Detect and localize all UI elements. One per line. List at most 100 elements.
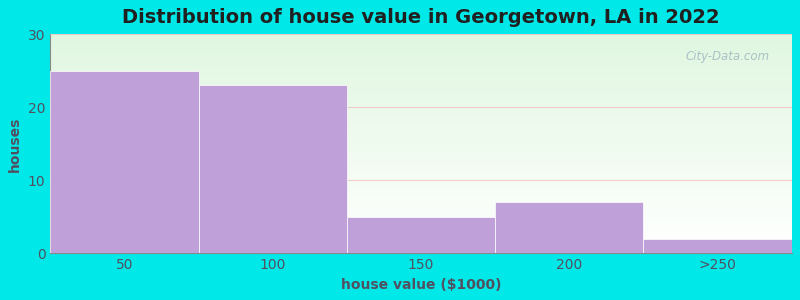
Bar xyxy=(50,224,792,225)
Bar xyxy=(50,59,792,60)
Bar xyxy=(50,145,792,146)
Bar xyxy=(50,60,792,61)
Bar xyxy=(50,183,792,184)
Bar xyxy=(50,221,792,222)
Bar xyxy=(50,203,792,204)
Bar xyxy=(50,34,792,35)
Bar xyxy=(50,146,792,147)
Bar xyxy=(50,114,792,115)
Bar xyxy=(50,142,792,143)
Bar xyxy=(50,227,792,228)
Bar xyxy=(50,208,792,209)
Bar xyxy=(50,237,792,238)
Bar xyxy=(50,174,792,175)
Bar xyxy=(50,88,792,89)
Bar xyxy=(50,180,792,181)
Bar xyxy=(50,101,792,102)
Bar xyxy=(50,147,792,148)
Bar xyxy=(50,159,792,160)
Title: Distribution of house value in Georgetown, LA in 2022: Distribution of house value in Georgetow… xyxy=(122,8,720,27)
Bar xyxy=(50,82,792,83)
Bar xyxy=(50,49,792,50)
Bar xyxy=(50,249,792,250)
Bar xyxy=(50,126,792,127)
Bar xyxy=(50,95,792,96)
Bar xyxy=(50,48,792,49)
Bar xyxy=(50,120,792,121)
Bar xyxy=(50,222,792,223)
Bar xyxy=(50,61,792,62)
Bar xyxy=(50,46,792,47)
Bar xyxy=(50,154,792,155)
Bar xyxy=(50,210,792,211)
Bar xyxy=(50,112,792,113)
Bar xyxy=(50,233,792,234)
Bar xyxy=(50,85,792,86)
Bar xyxy=(50,43,792,44)
Bar xyxy=(50,93,792,94)
Bar xyxy=(50,242,792,243)
Bar xyxy=(50,188,792,189)
Bar xyxy=(50,148,792,149)
Bar xyxy=(50,182,792,183)
Bar xyxy=(50,178,792,179)
Bar xyxy=(50,181,792,182)
X-axis label: house value ($1000): house value ($1000) xyxy=(341,278,502,292)
Bar xyxy=(50,40,792,41)
Bar xyxy=(50,239,792,240)
Bar xyxy=(50,39,792,40)
Bar xyxy=(50,52,792,53)
Bar xyxy=(50,201,792,202)
Bar xyxy=(50,184,792,185)
Bar xyxy=(50,102,792,103)
Bar xyxy=(50,215,792,216)
Bar xyxy=(50,223,792,224)
Bar xyxy=(50,42,792,43)
Bar xyxy=(50,225,792,226)
Bar xyxy=(50,238,792,239)
Bar xyxy=(50,187,792,188)
Bar xyxy=(50,113,792,114)
Bar xyxy=(50,128,792,129)
Bar xyxy=(50,218,792,219)
Bar xyxy=(50,78,792,79)
Bar xyxy=(50,66,792,67)
Bar xyxy=(50,185,792,186)
Bar xyxy=(50,73,792,74)
Bar xyxy=(50,106,792,107)
Bar xyxy=(50,51,792,52)
Bar xyxy=(50,251,792,252)
Bar xyxy=(50,150,792,151)
Bar xyxy=(50,244,792,245)
Bar xyxy=(50,199,792,200)
Bar xyxy=(50,97,792,98)
Bar xyxy=(50,118,792,119)
Bar xyxy=(50,172,792,173)
Bar xyxy=(50,160,792,161)
Bar xyxy=(50,140,792,141)
Bar xyxy=(50,156,792,157)
Bar xyxy=(50,153,792,154)
Bar xyxy=(50,37,792,38)
Bar xyxy=(50,123,792,124)
Bar xyxy=(50,132,792,133)
Bar xyxy=(50,248,792,249)
Bar xyxy=(50,169,792,170)
Bar xyxy=(50,216,792,217)
Bar xyxy=(50,81,792,82)
Bar xyxy=(50,207,792,208)
Bar xyxy=(50,205,792,206)
Bar xyxy=(50,228,792,229)
Bar xyxy=(50,96,792,97)
Bar xyxy=(50,169,792,170)
Bar xyxy=(50,69,792,70)
Bar xyxy=(50,131,792,132)
Bar xyxy=(50,65,792,66)
Bar xyxy=(50,129,792,130)
Bar xyxy=(50,99,792,100)
Bar xyxy=(50,57,792,58)
Bar xyxy=(347,217,495,253)
Bar xyxy=(50,89,792,90)
Bar xyxy=(50,202,792,203)
Bar xyxy=(50,41,792,42)
